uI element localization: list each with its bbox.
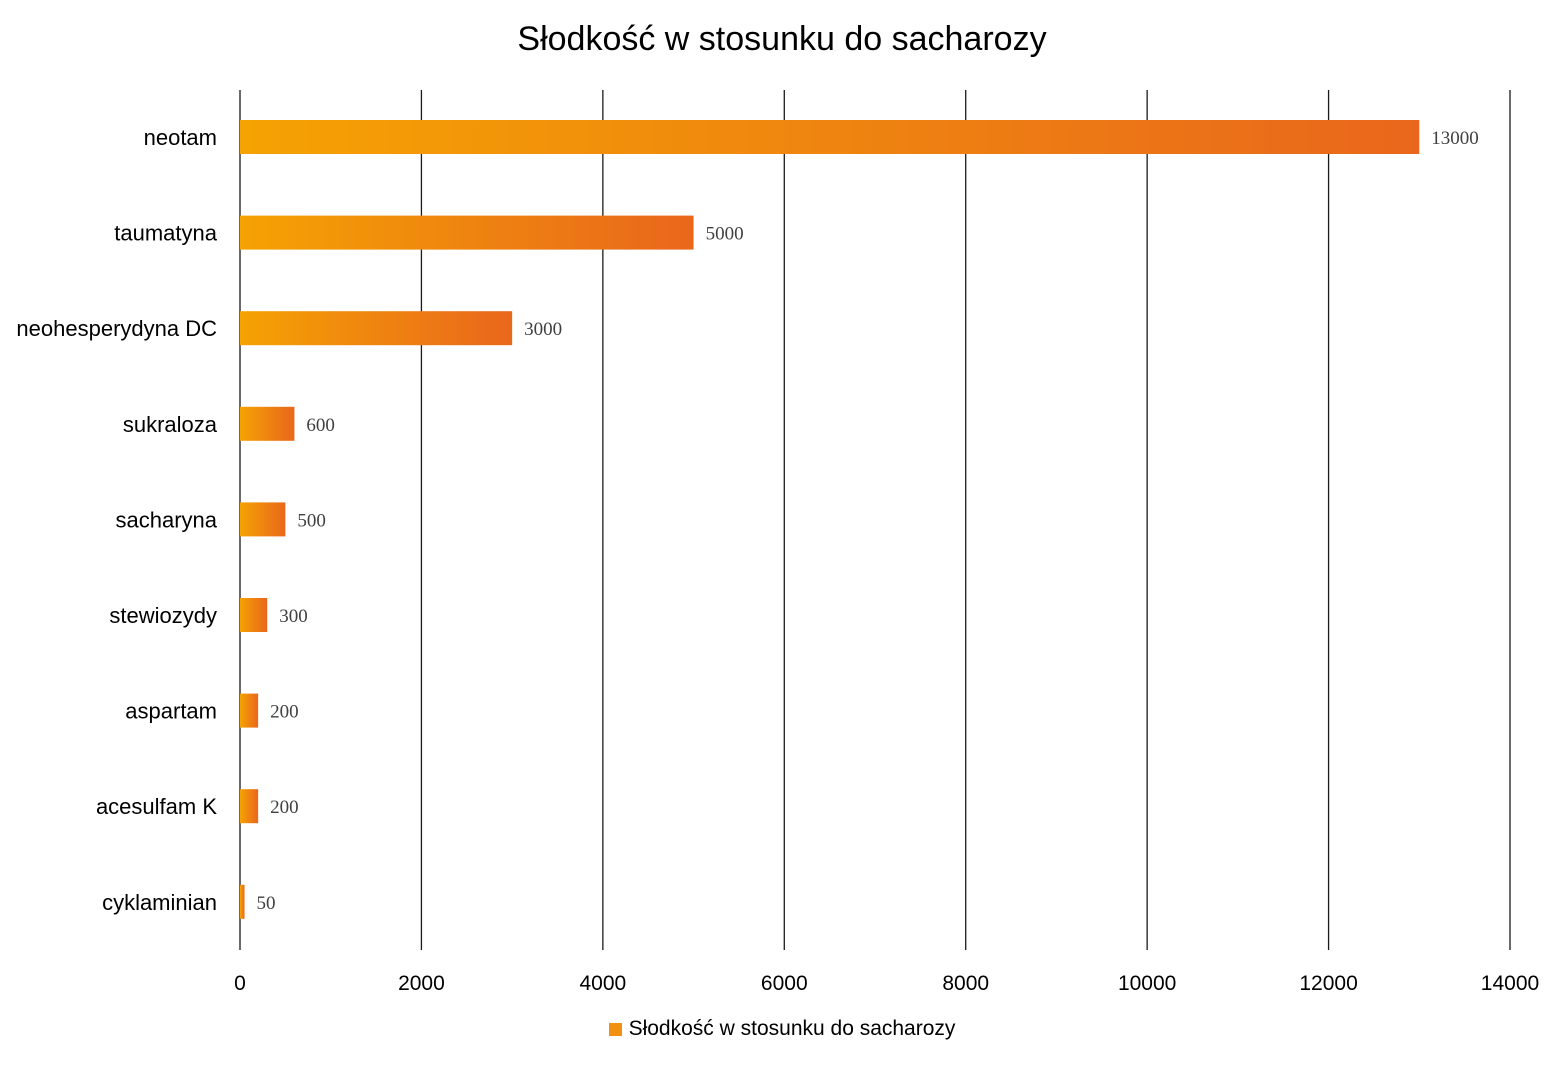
category-label-6: aspartam (125, 699, 217, 724)
data-label-2: 3000 (524, 319, 562, 340)
category-label-8: cyklaminian (102, 890, 217, 915)
bar-8 (240, 884, 245, 919)
bar-2 (240, 311, 513, 346)
category-label-2: neohesperydyna DC (16, 316, 217, 341)
data-label-0: 13000 (1431, 128, 1479, 149)
x-tick-label-6000: 6000 (761, 972, 808, 995)
data-label-1: 5000 (706, 224, 744, 245)
bar-6 (240, 693, 259, 728)
data-labels: 13000 5000 3000 600 500 300 200 200 50 (257, 128, 1479, 914)
data-label-6: 200 (270, 702, 299, 723)
category-label-3: sukraloza (123, 412, 218, 437)
x-tick-label-10000: 10000 (1118, 972, 1176, 995)
data-label-5: 300 (279, 606, 308, 627)
data-label-3: 600 (306, 415, 335, 436)
bar-4 (240, 502, 286, 537)
x-tick-label-4000: 4000 (579, 972, 626, 995)
x-tick-label-12000: 12000 (1299, 972, 1357, 995)
bars (240, 120, 1420, 919)
x-tick-label-14000: 14000 (1481, 972, 1539, 995)
legend-swatch (608, 1022, 622, 1036)
x-tick-label-8000: 8000 (942, 972, 989, 995)
x-tick-label-0: 0 (234, 972, 246, 995)
legend: Słodkość w stosunku do sacharozy (0, 1017, 1564, 1041)
data-label-8: 50 (257, 893, 276, 914)
data-label-4: 500 (297, 510, 326, 531)
x-tick-label-2000: 2000 (398, 972, 445, 995)
category-label-0: neotam (144, 125, 217, 150)
x-axis-ticks: 0 2000 4000 6000 8000 10000 12000 14000 (234, 972, 1539, 995)
bar-3 (240, 406, 295, 441)
category-label-1: taumatyna (114, 221, 217, 246)
category-label-5: stewiozydy (109, 603, 217, 628)
bar-5 (240, 598, 268, 632)
category-label-4: sacharyna (115, 507, 217, 532)
bar-1 (240, 215, 694, 250)
category-label-7: acesulfam K (96, 794, 217, 819)
legend-label: Słodkość w stosunku do sacharozy (628, 1017, 956, 1040)
category-labels: neotam taumatyna neohesperydyna DC sukraloz… (16, 125, 217, 915)
data-label-7: 200 (270, 797, 299, 818)
bar-0 (240, 120, 1420, 154)
bar-7 (240, 789, 259, 824)
chart-title: Słodkość w stosunku do sacharozy (517, 20, 1047, 58)
